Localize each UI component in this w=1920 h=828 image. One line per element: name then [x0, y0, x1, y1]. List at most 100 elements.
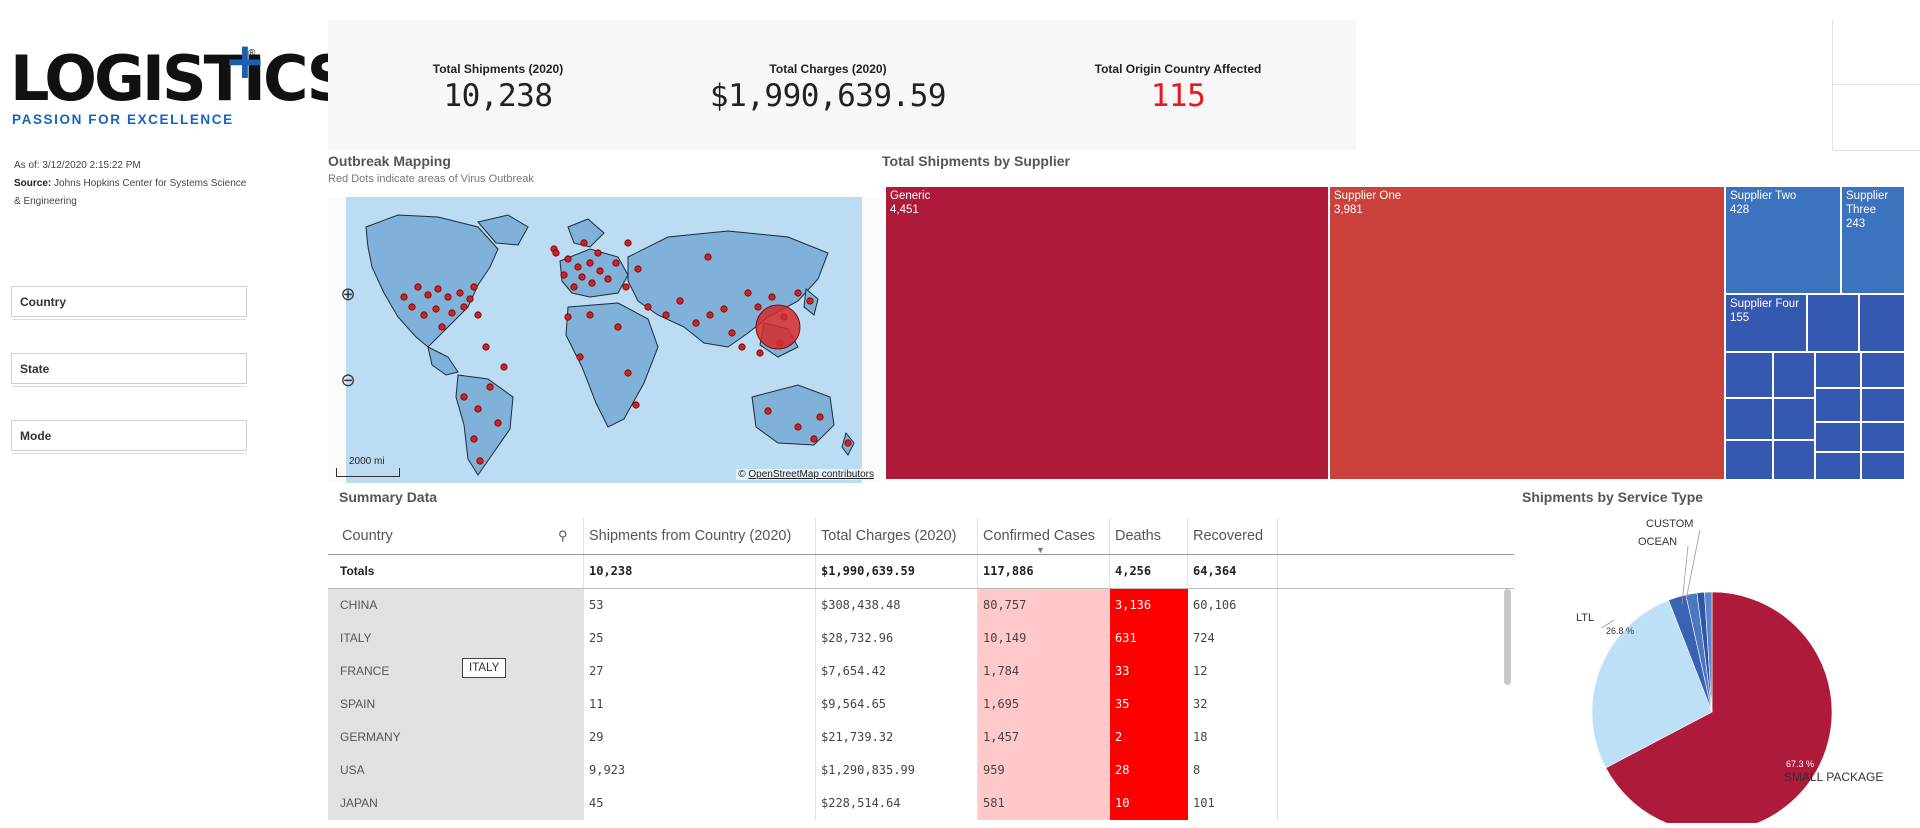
totals-row: Totals 10,238 $1,990,639.59 117,886 4,25…	[328, 555, 1514, 589]
kpi-total-shipments-label: Total Shipments (2020)	[432, 62, 564, 76]
osm-attribution-link[interactable]: OpenStreetMap contributors	[748, 469, 874, 480]
tile-unlabeled[interactable]	[1861, 388, 1905, 422]
tile-unlabeled[interactable]	[1815, 422, 1861, 452]
pie-value-small-package: 67.3 %	[1786, 759, 1815, 769]
treemap-title: Total Shipments by Supplier	[882, 153, 1070, 169]
supplier-treemap[interactable]: Generic 4,451 Supplier One 3,981 Supplie…	[885, 186, 1905, 480]
tile-supplier-two[interactable]: Supplier Two 428	[1725, 186, 1841, 294]
col-header-deaths[interactable]: Deaths	[1110, 518, 1188, 554]
tile-unlabeled[interactable]	[1815, 352, 1861, 388]
cell-country[interactable]: GERMANY	[328, 721, 584, 754]
table-row[interactable]: GERMANY 29 $21,739.32 1,457 2 18	[328, 721, 1514, 754]
totals-shipments: 10,238	[584, 555, 816, 588]
tile-supplier-four-value: 155	[1730, 312, 1750, 324]
tile-supplier-one-value: 3,981	[1334, 204, 1363, 216]
map-scale-label: 2000 mi	[349, 456, 385, 467]
tile-unlabeled[interactable]	[1861, 452, 1905, 480]
table-row[interactable]: ITALY 25 $28,732.96 10,149 631 724	[328, 622, 1514, 655]
side-panel-edge	[1832, 20, 1920, 151]
totals-confirmed: 117,886	[978, 555, 1110, 588]
world-map-graphic	[328, 197, 880, 483]
cell-country[interactable]: ITALY	[328, 622, 584, 655]
cell-deaths: 10	[1110, 787, 1188, 820]
tile-unlabeled[interactable]	[1773, 352, 1815, 398]
tile-supplier-two-value: 428	[1730, 204, 1750, 216]
col-header-country[interactable]: Country ⚲	[328, 518, 584, 554]
tile-supplier-two-name: Supplier Two	[1730, 190, 1797, 202]
cell-confirmed: 581	[978, 787, 1110, 820]
tile-supplier-four[interactable]: Supplier Four 155	[1725, 294, 1807, 352]
table-scrollbar[interactable]	[1504, 589, 1511, 685]
filter-state-label: State	[20, 362, 50, 376]
cell-country[interactable]: CHINA	[328, 589, 584, 622]
cell-country[interactable]: USA	[328, 754, 584, 787]
col-header-recovered[interactable]: Recovered	[1188, 518, 1278, 554]
tile-supplier-three[interactable]: Supplier Three 243	[1841, 186, 1905, 294]
cell-recovered: 32	[1188, 688, 1278, 721]
tile-generic[interactable]: Generic 4,451	[885, 186, 1329, 480]
map-scale-bar: 2000 mi	[336, 456, 400, 477]
col-header-charges[interactable]: Total Charges (2020)	[816, 518, 978, 554]
cell-deaths: 28	[1110, 754, 1188, 787]
cell-country[interactable]: FRANCE	[328, 655, 584, 688]
tile-unlabeled[interactable]	[1773, 440, 1815, 480]
pie-label-custom: CUSTOM	[1646, 518, 1694, 530]
tile-unlabeled[interactable]	[1815, 452, 1861, 480]
table-row[interactable]: SPAIN 11 $9,564.65 1,695 35 32	[328, 688, 1514, 721]
kpi-countries-affected[interactable]: Total Origin Country Affected 115	[1068, 62, 1288, 114]
filter-country[interactable]: Country	[11, 286, 247, 320]
registered-icon: ®	[248, 48, 256, 59]
tile-generic-name: Generic	[890, 190, 931, 202]
tile-supplier-one[interactable]: Supplier One 3,981	[1329, 186, 1725, 480]
cell-confirmed: 959	[978, 754, 1110, 787]
col-header-confirmed[interactable]: Confirmed Cases ▼	[978, 518, 1110, 554]
cell-recovered: 12	[1188, 655, 1278, 688]
tile-unlabeled[interactable]	[1859, 294, 1905, 352]
pie-slice-other-5[interactable]	[1704, 591, 1713, 713]
cell-deaths: 631	[1110, 622, 1188, 655]
tile-supplier-four-name: Supplier Four	[1730, 298, 1800, 310]
logo-wordmark: LOGISTICS	[10, 42, 351, 115]
source-text: Johns Hopkins Center for Systems Science…	[14, 178, 247, 207]
service-type-pie[interactable]: CUSTOM OCEAN LTL 26.8 % SMALL PACKAGE 67…	[1510, 500, 1920, 828]
kpi-countries-affected-value: 115	[1150, 78, 1206, 114]
zoom-in-button[interactable]: ⊕	[340, 284, 356, 304]
tile-unlabeled[interactable]	[1725, 398, 1773, 440]
cell-country[interactable]: JAPAN	[328, 787, 584, 820]
table-row[interactable]: CHINA 53 $308,438.48 80,757 3,136 60,106	[328, 589, 1514, 622]
filter-state[interactable]: State	[11, 353, 247, 387]
table-row[interactable]: FRANCE 27 $7,654.42 1,784 33 12	[328, 655, 1514, 688]
cell-recovered: 18	[1188, 721, 1278, 754]
totals-label: Totals	[328, 555, 584, 588]
summary-title: Summary Data	[339, 489, 438, 505]
cell-confirmed: 1,695	[978, 688, 1110, 721]
tile-unlabeled[interactable]	[1861, 422, 1905, 452]
cell-country[interactable]: SPAIN	[328, 688, 584, 721]
cell-recovered: 724	[1188, 622, 1278, 655]
kpi-total-shipments[interactable]: Total Shipments (2020) 10,238	[388, 62, 608, 114]
pie-leader-line	[1681, 545, 1689, 605]
tile-unlabeled[interactable]	[1725, 352, 1773, 398]
cell-recovered: 60,106	[1188, 589, 1278, 622]
col-header-shipments[interactable]: Shipments from Country (2020)	[584, 518, 816, 554]
tile-unlabeled[interactable]	[1861, 352, 1905, 388]
col-header-country-label: Country	[342, 528, 393, 544]
filter-mode[interactable]: Mode	[11, 420, 247, 454]
table-row[interactable]: JAPAN 45 $228,514.64 581 10 101	[328, 787, 1514, 820]
tile-unlabeled[interactable]	[1725, 440, 1773, 480]
tile-unlabeled[interactable]	[1815, 388, 1861, 422]
cell-deaths: 3,136	[1110, 589, 1188, 622]
logo-tagline: PASSION FOR EXCELLENCE	[12, 112, 234, 127]
cell-confirmed: 80,757	[978, 589, 1110, 622]
pie-slice-ltl[interactable]	[1591, 599, 1713, 769]
tile-unlabeled[interactable]	[1773, 398, 1815, 440]
cell-confirmed: 10,149	[978, 622, 1110, 655]
cell-charges: $228,514.64	[816, 787, 978, 820]
outbreak-map[interactable]: ⊕ ⊖ 2000 mi © OpenStreetMap contributors	[328, 197, 880, 483]
search-icon[interactable]: ⚲	[558, 528, 568, 543]
table-row[interactable]: USA 9,923 $1,290,835.99 959 28 8	[328, 754, 1514, 787]
pie-slice-small-package[interactable]	[1605, 591, 1833, 828]
zoom-out-button[interactable]: ⊖	[340, 370, 356, 390]
kpi-total-charges[interactable]: Total Charges (2020) $1,990,639.59	[708, 62, 948, 114]
tile-unlabeled[interactable]	[1807, 294, 1859, 352]
